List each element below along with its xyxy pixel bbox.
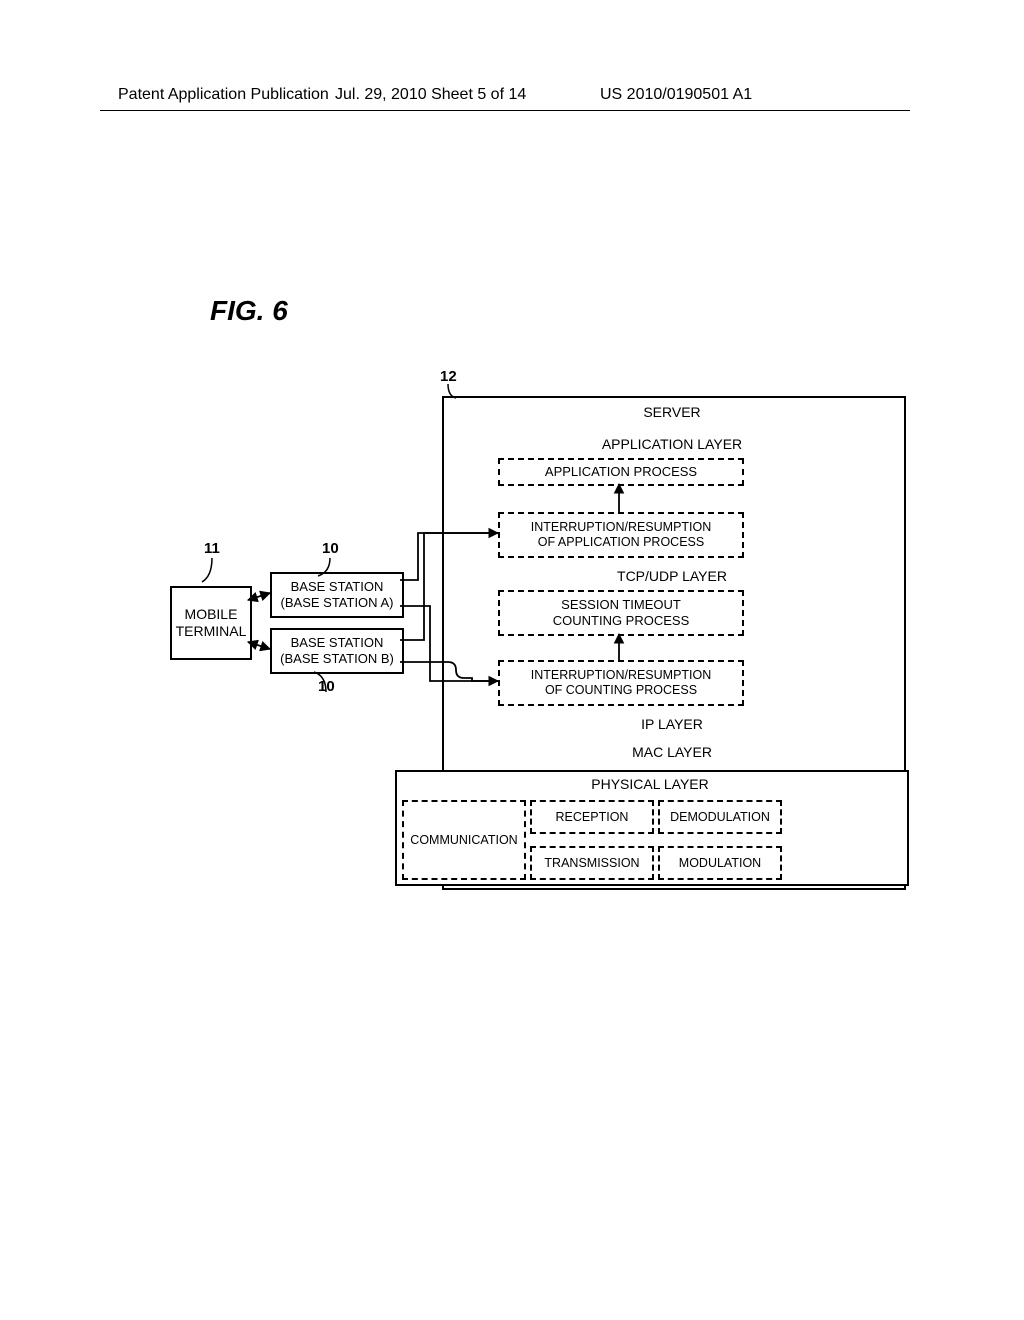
modulation-label: MODULATION	[679, 856, 761, 871]
communication-box: COMMUNICATION	[402, 800, 526, 880]
mobile-terminal-label: MOBILE TERMINAL	[176, 606, 247, 640]
base-station-a-label: BASE STATION (BASE STATION A)	[281, 579, 394, 610]
modulation-box: MODULATION	[658, 846, 782, 880]
app-interrupt-box: INTERRUPTION/RESUMPTION OF APPLICATION P…	[498, 512, 744, 558]
base-station-b-label: BASE STATION (BASE STATION B)	[280, 635, 394, 666]
application-process-label: APPLICATION PROCESS	[545, 464, 697, 480]
reception-label: RECEPTION	[556, 810, 629, 825]
ip-layer-label: IP LAYER	[442, 716, 902, 732]
mac-layer-label: MAC LAYER	[442, 744, 902, 760]
physical-layer-label: PHYSICAL LAYER	[395, 776, 905, 792]
demodulation-label: DEMODULATION	[670, 810, 770, 825]
header-rule	[100, 110, 910, 111]
session-timeout-label: SESSION TIMEOUT COUNTING PROCESS	[553, 597, 690, 628]
count-interrupt-box: INTERRUPTION/RESUMPTION OF COUNTING PROC…	[498, 660, 744, 706]
communication-label: COMMUNICATION	[410, 833, 517, 848]
ref-10b: 10	[318, 678, 335, 695]
session-timeout-box: SESSION TIMEOUT COUNTING PROCESS	[498, 590, 744, 636]
header-mid: Jul. 29, 2010 Sheet 5 of 14	[335, 86, 526, 104]
transmission-label: TRANSMISSION	[544, 856, 639, 871]
app-interrupt-label: INTERRUPTION/RESUMPTION OF APPLICATION P…	[531, 520, 712, 550]
base-station-a-box: BASE STATION (BASE STATION A)	[270, 572, 404, 618]
mobile-terminal-box: MOBILE TERMINAL	[170, 586, 252, 660]
application-process-box: APPLICATION PROCESS	[498, 458, 744, 486]
transmission-box: TRANSMISSION	[530, 846, 654, 880]
figure-label: FIG. 6	[210, 295, 288, 327]
header-right: US 2010/0190501 A1	[600, 86, 752, 104]
ref-12: 12	[440, 368, 457, 385]
ref-10a: 10	[322, 540, 339, 557]
demodulation-box: DEMODULATION	[658, 800, 782, 834]
base-station-b-box: BASE STATION (BASE STATION B)	[270, 628, 404, 674]
server-title: SERVER	[442, 404, 902, 420]
header-left: Patent Application Publication	[118, 86, 329, 104]
application-layer-label: APPLICATION LAYER	[442, 436, 902, 452]
reception-box: RECEPTION	[530, 800, 654, 834]
count-interrupt-label: INTERRUPTION/RESUMPTION OF COUNTING PROC…	[531, 668, 712, 698]
tcp-layer-label: TCP/UDP LAYER	[442, 568, 902, 584]
ref-11: 11	[204, 540, 220, 557]
